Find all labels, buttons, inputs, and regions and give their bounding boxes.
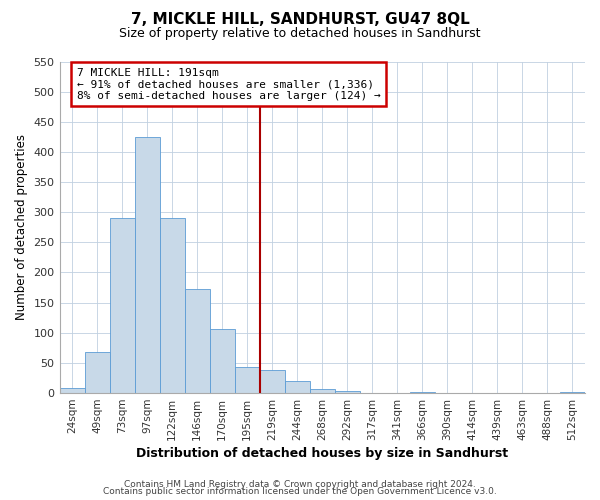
Text: Contains HM Land Registry data © Crown copyright and database right 2024.: Contains HM Land Registry data © Crown c… [124,480,476,489]
Bar [260,370,285,393]
Bar [134,138,160,393]
Bar [85,352,110,393]
Text: Size of property relative to detached houses in Sandhurst: Size of property relative to detached ho… [119,28,481,40]
Bar [235,366,260,393]
Bar [59,388,85,393]
Bar [335,392,360,393]
Y-axis label: Number of detached properties: Number of detached properties [15,134,28,320]
Text: 7 MICKLE HILL: 191sqm
← 91% of detached houses are smaller (1,336)
8% of semi-de: 7 MICKLE HILL: 191sqm ← 91% of detached … [77,68,380,100]
Bar [410,392,435,393]
Bar [160,218,185,393]
Bar [285,381,310,393]
Text: Contains public sector information licensed under the Open Government Licence v3: Contains public sector information licen… [103,488,497,496]
Bar [110,218,134,393]
Bar [209,329,235,393]
Bar [560,392,585,393]
X-axis label: Distribution of detached houses by size in Sandhurst: Distribution of detached houses by size … [136,447,508,460]
Bar [185,289,209,393]
Bar [310,389,335,393]
Text: 7, MICKLE HILL, SANDHURST, GU47 8QL: 7, MICKLE HILL, SANDHURST, GU47 8QL [131,12,469,28]
